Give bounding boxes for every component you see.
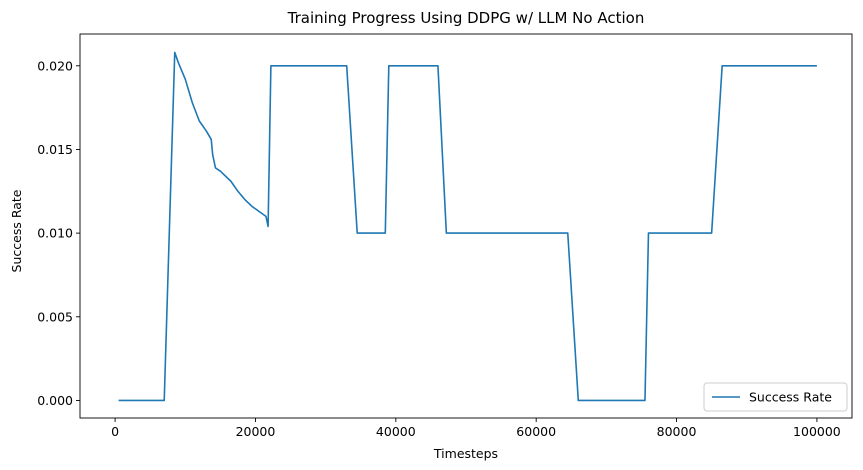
series-line-success-rate bbox=[118, 51, 817, 402]
legend: Success Rate bbox=[703, 382, 848, 412]
x-tick-label: 0 bbox=[111, 424, 119, 439]
y-tick-label: 0.010 bbox=[37, 226, 73, 241]
y-axis-ticks: 0.000 0.005 0.010 0.015 0.020 bbox=[37, 58, 80, 408]
x-tick-label: 80000 bbox=[657, 424, 697, 439]
y-axis-label: Success Rate bbox=[9, 189, 24, 272]
x-axis-ticks: 0 20000 40000 60000 80000 100000 bbox=[111, 418, 841, 439]
legend-label: Success Rate bbox=[749, 390, 832, 405]
x-tick-label: 20000 bbox=[236, 424, 276, 439]
y-tick-label: 0.005 bbox=[37, 309, 73, 324]
chart-title: Training Progress Using DDPG w/ LLM No A… bbox=[287, 9, 645, 27]
y-tick-label: 0.015 bbox=[37, 142, 73, 157]
legend-box bbox=[703, 382, 848, 412]
plot-area-frame bbox=[79, 33, 853, 419]
x-tick-label: 100000 bbox=[793, 424, 841, 439]
x-axis-label: Timesteps bbox=[433, 446, 498, 461]
x-tick-label: 60000 bbox=[516, 424, 556, 439]
x-tick-label: 40000 bbox=[376, 424, 416, 439]
y-tick-label: 0.000 bbox=[37, 393, 73, 408]
y-tick-label: 0.020 bbox=[37, 58, 73, 73]
series-layer bbox=[118, 51, 817, 402]
